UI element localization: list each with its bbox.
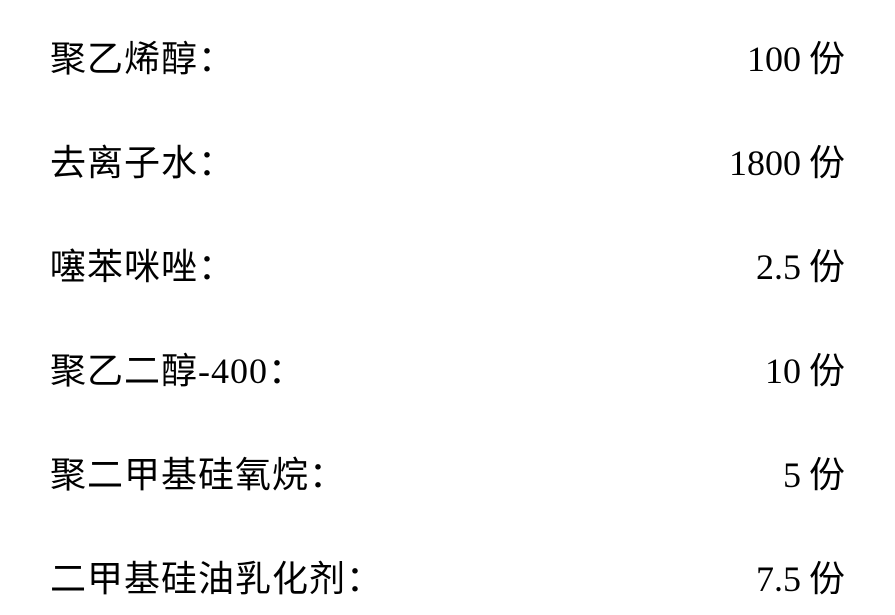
ingredient-row: 聚二甲基硅氧烷： 5 份 [50, 446, 845, 498]
ingredient-value: 10 [701, 350, 801, 392]
ingredient-value: 2.5 [701, 246, 801, 288]
value-group: 7.5 份 [701, 550, 845, 602]
ingredient-value: 1800 [701, 142, 801, 184]
ingredient-row: 二甲基硅油乳化剂： 7.5 份 [50, 550, 845, 602]
ingredient-row: 去离子水： 1800 份 [50, 134, 845, 186]
value-group: 100 份 [701, 30, 845, 82]
ingredient-row: 噻苯咪唑： 2.5 份 [50, 238, 845, 290]
ingredient-label: 去离子水： [50, 134, 235, 186]
ingredient-label: 二甲基硅油乳化剂： [50, 550, 383, 602]
ingredient-row: 聚乙烯醇： 100 份 [50, 30, 845, 82]
ingredient-label: 聚乙二醇-400： [50, 342, 305, 394]
ingredient-label: 聚乙烯醇： [50, 30, 235, 82]
ingredient-unit: 份 [809, 134, 845, 186]
value-group: 5 份 [701, 446, 845, 498]
ingredient-unit: 份 [809, 238, 845, 290]
ingredient-value: 7.5 [701, 558, 801, 600]
value-group: 2.5 份 [701, 238, 845, 290]
ingredient-value: 5 [701, 454, 801, 496]
ingredient-unit: 份 [809, 550, 845, 602]
ingredient-unit: 份 [809, 342, 845, 394]
ingredient-label: 聚二甲基硅氧烷： [50, 446, 346, 498]
ingredient-unit: 份 [809, 446, 845, 498]
value-group: 1800 份 [701, 134, 845, 186]
ingredient-label: 噻苯咪唑： [50, 238, 235, 290]
ingredient-unit: 份 [809, 30, 845, 82]
ingredient-row: 聚乙二醇-400： 10 份 [50, 342, 845, 394]
ingredient-value: 100 [701, 38, 801, 80]
value-group: 10 份 [701, 342, 845, 394]
